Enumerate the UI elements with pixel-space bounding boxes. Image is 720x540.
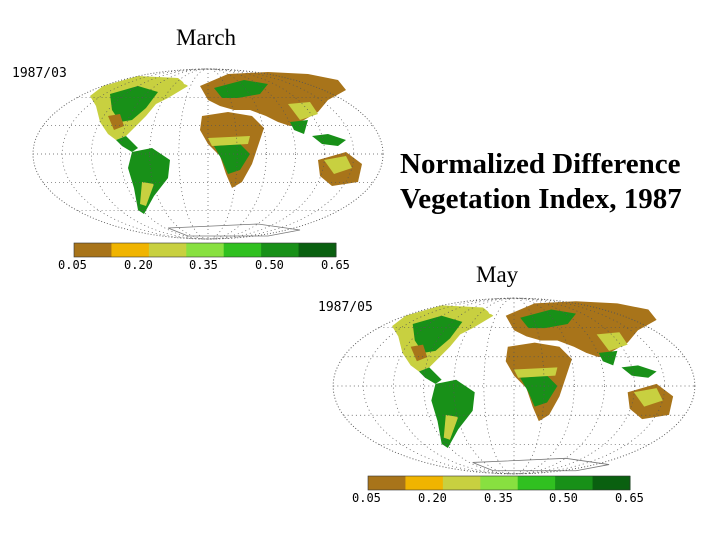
may-south-america-region-1 bbox=[443, 414, 459, 440]
panel-march-tick-4: 0.50 bbox=[255, 258, 284, 272]
may-australia-region-1 bbox=[633, 388, 663, 407]
may-eurasia-region-1 bbox=[520, 309, 576, 329]
may-legend-swatch-7 bbox=[592, 476, 631, 490]
main-title: Normalized Difference Vegetation Index, … bbox=[400, 147, 682, 217]
main-title-line1: Normalized Difference bbox=[400, 148, 681, 180]
may-africa-region-1 bbox=[520, 375, 558, 407]
march-eurasia-region-3 bbox=[290, 120, 308, 134]
may-africa-region-2 bbox=[514, 367, 558, 378]
may-se-asia-islands bbox=[621, 365, 657, 378]
march-meridian bbox=[90, 68, 326, 240]
panel-march-tick-5: 0.65 bbox=[321, 258, 350, 272]
may-meridian bbox=[423, 297, 605, 475]
march-africa-region-2 bbox=[208, 136, 250, 146]
march-legend-swatch-7 bbox=[298, 243, 337, 257]
march-antarctica-outline bbox=[167, 223, 301, 237]
march-eurasia-region-2 bbox=[288, 102, 318, 120]
may-south-america bbox=[431, 379, 475, 448]
march-legend-swatch-2 bbox=[111, 243, 150, 257]
march-antarctica bbox=[168, 224, 300, 236]
may-legend-swatch-5 bbox=[517, 476, 556, 490]
march-legend-swatch-3 bbox=[148, 243, 187, 257]
panel-may-date: 1987/05 bbox=[318, 300, 373, 315]
march-north-america-region-1 bbox=[110, 86, 158, 122]
may-meridian bbox=[393, 297, 635, 475]
march-legend-swatch-5 bbox=[223, 243, 262, 257]
march-legend-swatch-4 bbox=[186, 243, 225, 257]
may-legend-swatch-3 bbox=[442, 476, 481, 490]
march-south-america-region-1 bbox=[140, 182, 154, 206]
may-legend-swatch-6 bbox=[555, 476, 594, 490]
main-title-line2: Vegetation Index, 1987 bbox=[400, 183, 682, 215]
panel-may-tick-4: 0.50 bbox=[549, 491, 578, 505]
panel-march-legend bbox=[73, 242, 337, 258]
panel-may-tick-5: 0.65 bbox=[615, 491, 644, 505]
may-legend-swatch-1 bbox=[368, 476, 406, 490]
panel-may-map bbox=[332, 297, 696, 475]
may-legend-swatch-2 bbox=[405, 476, 444, 490]
march-south-america bbox=[128, 148, 170, 214]
panel-may-tick-2: 0.20 bbox=[418, 491, 447, 505]
march-meridian bbox=[120, 68, 296, 240]
may-greenland bbox=[483, 299, 514, 318]
may-map-border bbox=[332, 297, 696, 475]
panel-may-tick-1: 0.05 bbox=[352, 491, 381, 505]
panel-march-tick-1: 0.05 bbox=[58, 258, 87, 272]
panel-march-tick-3: 0.35 bbox=[189, 258, 218, 272]
panel-may-legend bbox=[367, 475, 631, 491]
panel-may-tick-3: 0.35 bbox=[484, 491, 513, 505]
march-se-asia-islands bbox=[312, 134, 346, 146]
march-australia-region-1 bbox=[324, 156, 352, 174]
panel-march-tick-2: 0.20 bbox=[124, 258, 153, 272]
may-eurasia-region-3 bbox=[598, 350, 618, 366]
march-legend-swatch-1 bbox=[74, 243, 112, 257]
march-greenland bbox=[178, 70, 208, 88]
march-africa-region-1 bbox=[214, 144, 250, 174]
panel-march-title: March bbox=[176, 25, 237, 50]
may-legend-swatch-4 bbox=[480, 476, 519, 490]
panel-may-title: May bbox=[476, 262, 519, 287]
march-eurasia-region-1 bbox=[214, 80, 268, 98]
march-map-border bbox=[32, 68, 384, 240]
may-north-america-region-1 bbox=[412, 315, 463, 353]
panel-march-date: 1987/03 bbox=[12, 66, 67, 81]
may-antarctica bbox=[472, 458, 610, 471]
may-antarctica-outline bbox=[472, 457, 610, 472]
march-legend-border bbox=[73, 242, 337, 258]
panel-march-map bbox=[32, 68, 384, 240]
may-legend-border bbox=[367, 475, 631, 491]
march-legend-swatch-6 bbox=[261, 243, 300, 257]
may-eurasia-region-2 bbox=[596, 332, 628, 351]
